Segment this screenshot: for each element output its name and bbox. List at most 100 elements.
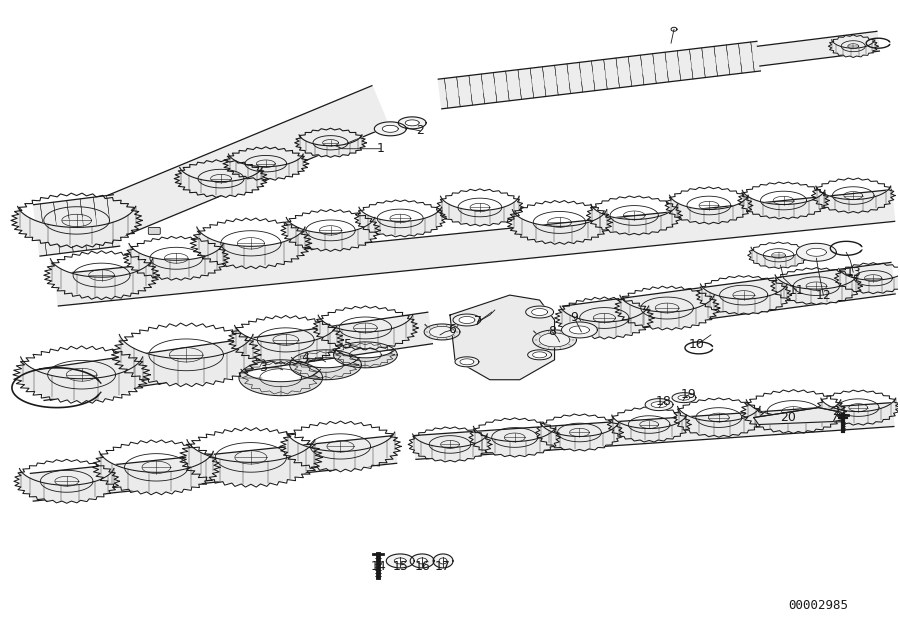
Text: 15: 15 bbox=[392, 561, 409, 573]
Polygon shape bbox=[534, 331, 575, 350]
Polygon shape bbox=[50, 258, 153, 297]
Polygon shape bbox=[806, 248, 826, 257]
Polygon shape bbox=[405, 120, 419, 126]
Polygon shape bbox=[839, 269, 900, 292]
Polygon shape bbox=[438, 41, 760, 109]
Polygon shape bbox=[394, 558, 406, 564]
Polygon shape bbox=[187, 439, 315, 485]
Polygon shape bbox=[292, 358, 360, 380]
Polygon shape bbox=[359, 207, 442, 236]
Text: 1: 1 bbox=[376, 142, 384, 155]
Polygon shape bbox=[832, 40, 875, 56]
Polygon shape bbox=[439, 558, 447, 564]
Polygon shape bbox=[816, 186, 891, 211]
Text: 8: 8 bbox=[548, 325, 556, 338]
Polygon shape bbox=[775, 275, 858, 303]
Polygon shape bbox=[235, 325, 337, 362]
Polygon shape bbox=[460, 359, 474, 364]
Polygon shape bbox=[374, 122, 406, 136]
Polygon shape bbox=[620, 295, 715, 328]
Polygon shape bbox=[40, 312, 432, 401]
Text: 21: 21 bbox=[832, 405, 848, 418]
Polygon shape bbox=[335, 349, 396, 368]
Polygon shape bbox=[562, 322, 598, 338]
Polygon shape bbox=[398, 117, 426, 129]
Polygon shape bbox=[286, 217, 374, 250]
Polygon shape bbox=[425, 324, 459, 340]
Polygon shape bbox=[591, 204, 678, 234]
Polygon shape bbox=[742, 190, 824, 217]
Polygon shape bbox=[229, 154, 303, 178]
Polygon shape bbox=[678, 395, 690, 400]
Text: 10: 10 bbox=[689, 338, 705, 351]
Polygon shape bbox=[386, 554, 414, 568]
Polygon shape bbox=[429, 326, 454, 338]
Polygon shape bbox=[319, 315, 412, 348]
Polygon shape bbox=[533, 352, 546, 358]
Polygon shape bbox=[21, 357, 142, 401]
Polygon shape bbox=[758, 31, 879, 66]
Text: 20: 20 bbox=[780, 411, 796, 424]
Polygon shape bbox=[821, 398, 896, 424]
Polygon shape bbox=[33, 195, 120, 256]
Polygon shape bbox=[20, 469, 114, 501]
Text: 19: 19 bbox=[681, 388, 697, 401]
Text: 00002985: 00002985 bbox=[788, 599, 849, 612]
Polygon shape bbox=[455, 357, 479, 367]
Polygon shape bbox=[539, 333, 570, 347]
Text: 17: 17 bbox=[435, 561, 451, 573]
Polygon shape bbox=[18, 206, 136, 245]
Polygon shape bbox=[527, 350, 552, 360]
Polygon shape bbox=[108, 86, 389, 236]
Polygon shape bbox=[746, 400, 841, 432]
Polygon shape bbox=[672, 392, 696, 403]
Polygon shape bbox=[526, 306, 554, 318]
Text: 18: 18 bbox=[656, 395, 672, 408]
Text: 16: 16 bbox=[414, 561, 430, 573]
Text: 14: 14 bbox=[371, 561, 386, 573]
Polygon shape bbox=[197, 227, 305, 266]
Polygon shape bbox=[533, 330, 576, 350]
Polygon shape bbox=[241, 370, 320, 396]
Polygon shape bbox=[410, 554, 434, 568]
Text: 3: 3 bbox=[259, 361, 266, 374]
Polygon shape bbox=[31, 436, 397, 501]
Polygon shape bbox=[412, 434, 488, 460]
Polygon shape bbox=[751, 247, 806, 267]
Polygon shape bbox=[532, 309, 547, 316]
Polygon shape bbox=[700, 284, 787, 313]
Polygon shape bbox=[450, 295, 554, 380]
Polygon shape bbox=[129, 243, 223, 278]
FancyBboxPatch shape bbox=[148, 227, 160, 234]
Text: 5: 5 bbox=[345, 338, 353, 351]
Polygon shape bbox=[473, 426, 556, 455]
Text: 4: 4 bbox=[302, 351, 310, 364]
Polygon shape bbox=[670, 195, 748, 222]
Polygon shape bbox=[440, 196, 519, 224]
Polygon shape bbox=[459, 316, 475, 323]
Text: 2: 2 bbox=[416, 124, 424, 137]
Polygon shape bbox=[612, 415, 687, 441]
Polygon shape bbox=[424, 324, 460, 340]
Polygon shape bbox=[645, 399, 673, 411]
Text: 13: 13 bbox=[845, 265, 861, 279]
Polygon shape bbox=[540, 422, 619, 450]
Polygon shape bbox=[796, 243, 836, 261]
Polygon shape bbox=[433, 554, 453, 568]
Polygon shape bbox=[180, 167, 262, 196]
Polygon shape bbox=[678, 406, 760, 436]
Polygon shape bbox=[560, 306, 649, 337]
Polygon shape bbox=[55, 190, 895, 306]
Text: 6: 6 bbox=[448, 323, 456, 337]
Polygon shape bbox=[299, 135, 362, 156]
Polygon shape bbox=[651, 401, 667, 408]
Polygon shape bbox=[414, 403, 894, 459]
Polygon shape bbox=[753, 408, 838, 425]
Polygon shape bbox=[512, 210, 607, 243]
Text: 12: 12 bbox=[815, 288, 832, 302]
Text: 11: 11 bbox=[788, 284, 805, 297]
Polygon shape bbox=[99, 451, 213, 492]
Polygon shape bbox=[570, 326, 590, 334]
Polygon shape bbox=[417, 558, 428, 564]
Polygon shape bbox=[286, 432, 394, 469]
